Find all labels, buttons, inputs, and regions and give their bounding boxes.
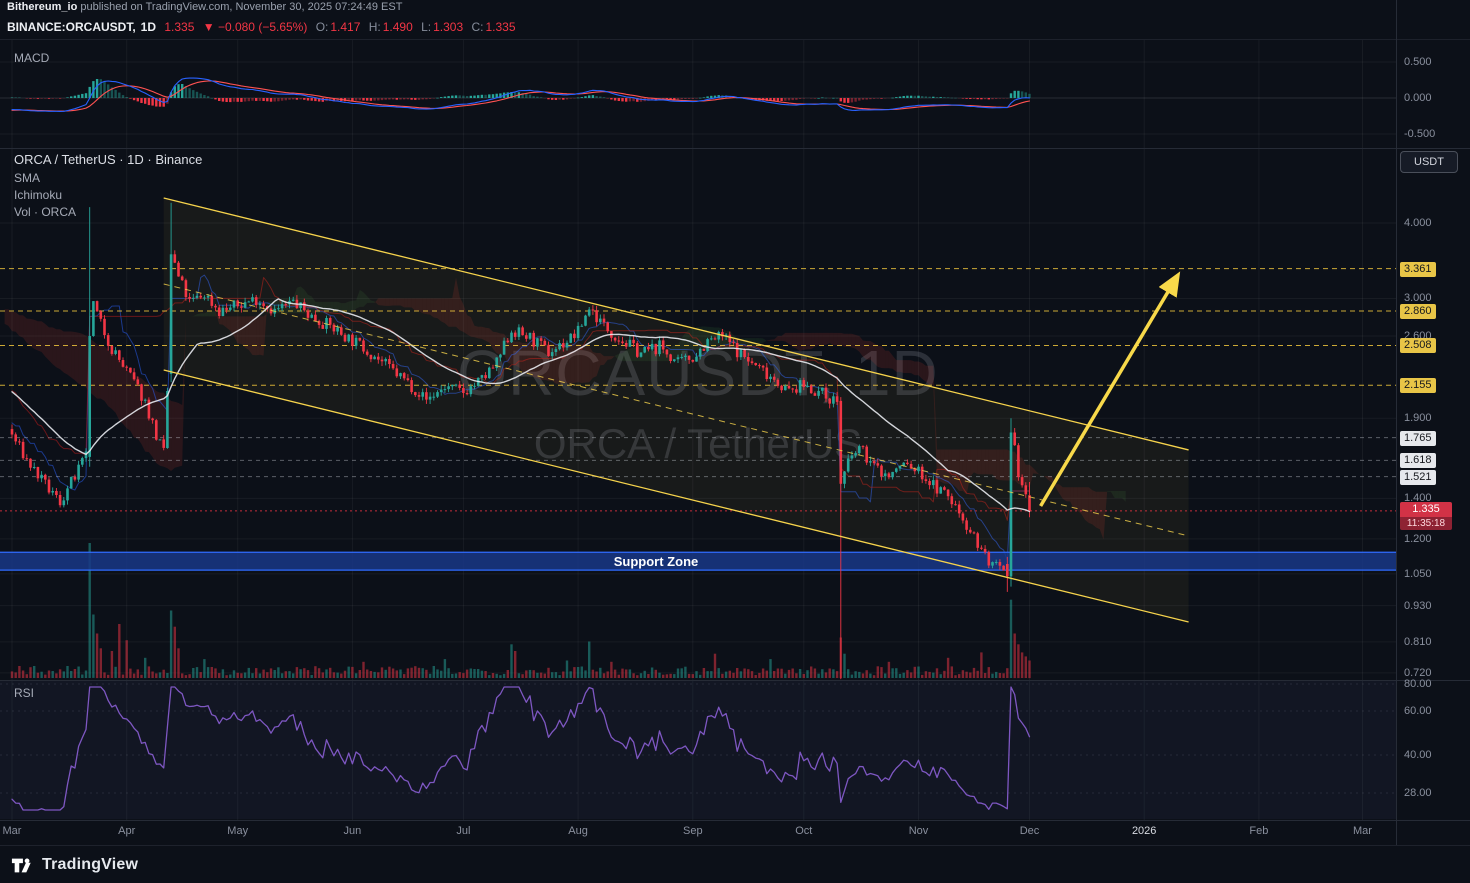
support-zone-label: Support Zone bbox=[613, 554, 699, 569]
watermark-name: ORCA / TetherUS bbox=[0, 420, 1396, 468]
time-axis-label: Mar bbox=[2, 825, 22, 837]
legend-sma[interactable]: SMA bbox=[14, 171, 41, 185]
price-axis-tick: 3.000 bbox=[1404, 292, 1432, 305]
price-change: ▼ −0.080 (−5.65%) bbox=[202, 20, 308, 34]
close-label: C: bbox=[471, 20, 484, 34]
last-price-value: 1.335 bbox=[1400, 501, 1452, 517]
price-axis-tick: 1.400 bbox=[1404, 492, 1432, 505]
price-level-label-yellow: 2.860 bbox=[1400, 303, 1436, 319]
legend-volume[interactable]: Vol · ORCA bbox=[14, 205, 77, 219]
time-axis-label: Nov bbox=[908, 825, 929, 837]
rsi-axis-tick: 60.00 bbox=[1404, 705, 1432, 717]
price-axis-tick: 0.810 bbox=[1404, 635, 1432, 648]
close-value: 1.335 bbox=[485, 20, 516, 34]
time-axis-label: Dec bbox=[1019, 825, 1040, 837]
price-axis-tick: 1.200 bbox=[1404, 532, 1432, 545]
time-axis[interactable]: Mar Apr May Jun Jul Aug Sep Oct Nov Dec 2026 Feb Mar bbox=[0, 820, 1396, 845]
price-axis-tick: 1.900 bbox=[1404, 412, 1432, 425]
price-level-label-white: 1.521 bbox=[1400, 469, 1436, 485]
macd-axis-tick: 0.000 bbox=[1404, 92, 1432, 104]
low-label: L: bbox=[421, 20, 432, 34]
publish-bar: Bithereum_io published on TradingView.co… bbox=[0, 0, 1470, 16]
rsi-axis-tick: 80.00 bbox=[1404, 678, 1432, 690]
macd-axis-tick: 0.500 bbox=[1404, 56, 1432, 68]
low-value: 1.303 bbox=[433, 20, 464, 34]
legend-ichimoku[interactable]: Ichimoku bbox=[14, 188, 63, 202]
high-value: 1.490 bbox=[382, 20, 413, 34]
tradingview-logo[interactable] bbox=[11, 854, 33, 876]
time-axis-label: Oct bbox=[795, 825, 813, 837]
last-price-label: 1.335 11:35:18 bbox=[1400, 501, 1452, 530]
time-axis-label: Jun bbox=[343, 825, 362, 837]
time-axis-label: May bbox=[227, 825, 249, 837]
bar-countdown: 11:35:18 bbox=[1400, 516, 1452, 530]
price-level-label-yellow: 3.361 bbox=[1400, 261, 1436, 277]
currency-button[interactable]: USDT bbox=[1400, 151, 1458, 173]
price-axis-tick: 0.720 bbox=[1404, 666, 1432, 679]
price-axis[interactable]: 0.500 0.000 -0.500 4.000 3.000 2.600 1.900 1.40… bbox=[1396, 0, 1470, 845]
time-axis-label: Jul bbox=[456, 825, 471, 837]
publish-info: published on TradingView.com, November 3… bbox=[77, 1, 403, 13]
price-level-label-yellow: 2.155 bbox=[1400, 378, 1436, 394]
footer: TradingView bbox=[0, 845, 1470, 883]
macd-axis-tick: -0.500 bbox=[1404, 128, 1436, 140]
publish-author: Bithereum_io bbox=[7, 1, 78, 13]
price-level-label-yellow: 2.508 bbox=[1400, 338, 1436, 354]
price-axis-tick: 1.050 bbox=[1404, 567, 1432, 580]
price-level-label-white: 1.765 bbox=[1400, 430, 1436, 446]
last-price: 1.335 bbox=[164, 20, 195, 34]
time-axis-label: Mar bbox=[1353, 825, 1372, 837]
time-axis-label: Sep bbox=[683, 825, 703, 837]
price-axis-tick: 0.930 bbox=[1404, 599, 1432, 612]
symbol-name[interactable]: BINANCE:ORCAUSDT, bbox=[7, 20, 136, 34]
legend-symbol-title[interactable]: ORCA / TetherUS · 1D · Binance bbox=[14, 152, 203, 167]
timeframe[interactable]: 1D bbox=[140, 20, 157, 34]
legend-rsi[interactable]: RSI bbox=[14, 686, 35, 700]
open-label: O: bbox=[315, 20, 329, 34]
rsi-axis-tick: 28.00 bbox=[1404, 787, 1432, 799]
time-axis-label: 2026 bbox=[1131, 825, 1157, 837]
rsi-axis-tick: 40.00 bbox=[1404, 749, 1432, 761]
legend-macd[interactable]: MACD bbox=[14, 51, 50, 65]
time-axis-label: Aug bbox=[568, 825, 588, 837]
legend-main: ORCA / TetherUS · 1D · Binance SMA Ichim… bbox=[14, 152, 202, 221]
watermark: ORCAUSDT, 1D ORCA / TetherUS bbox=[0, 336, 1396, 468]
symbol-bar: BINANCE:ORCAUSDT, 1D 1.335 ▼ −0.080 (−5.6… bbox=[0, 15, 1470, 39]
time-axis-label: Feb bbox=[1249, 825, 1269, 837]
open-value: 1.417 bbox=[330, 20, 361, 34]
price-axis-tick: 4.000 bbox=[1404, 217, 1432, 229]
high-label: H: bbox=[368, 20, 381, 34]
time-axis-label: Apr bbox=[118, 825, 136, 837]
price-level-label-white: 1.618 bbox=[1400, 453, 1436, 469]
tradingview-brand[interactable]: TradingView bbox=[42, 855, 139, 873]
